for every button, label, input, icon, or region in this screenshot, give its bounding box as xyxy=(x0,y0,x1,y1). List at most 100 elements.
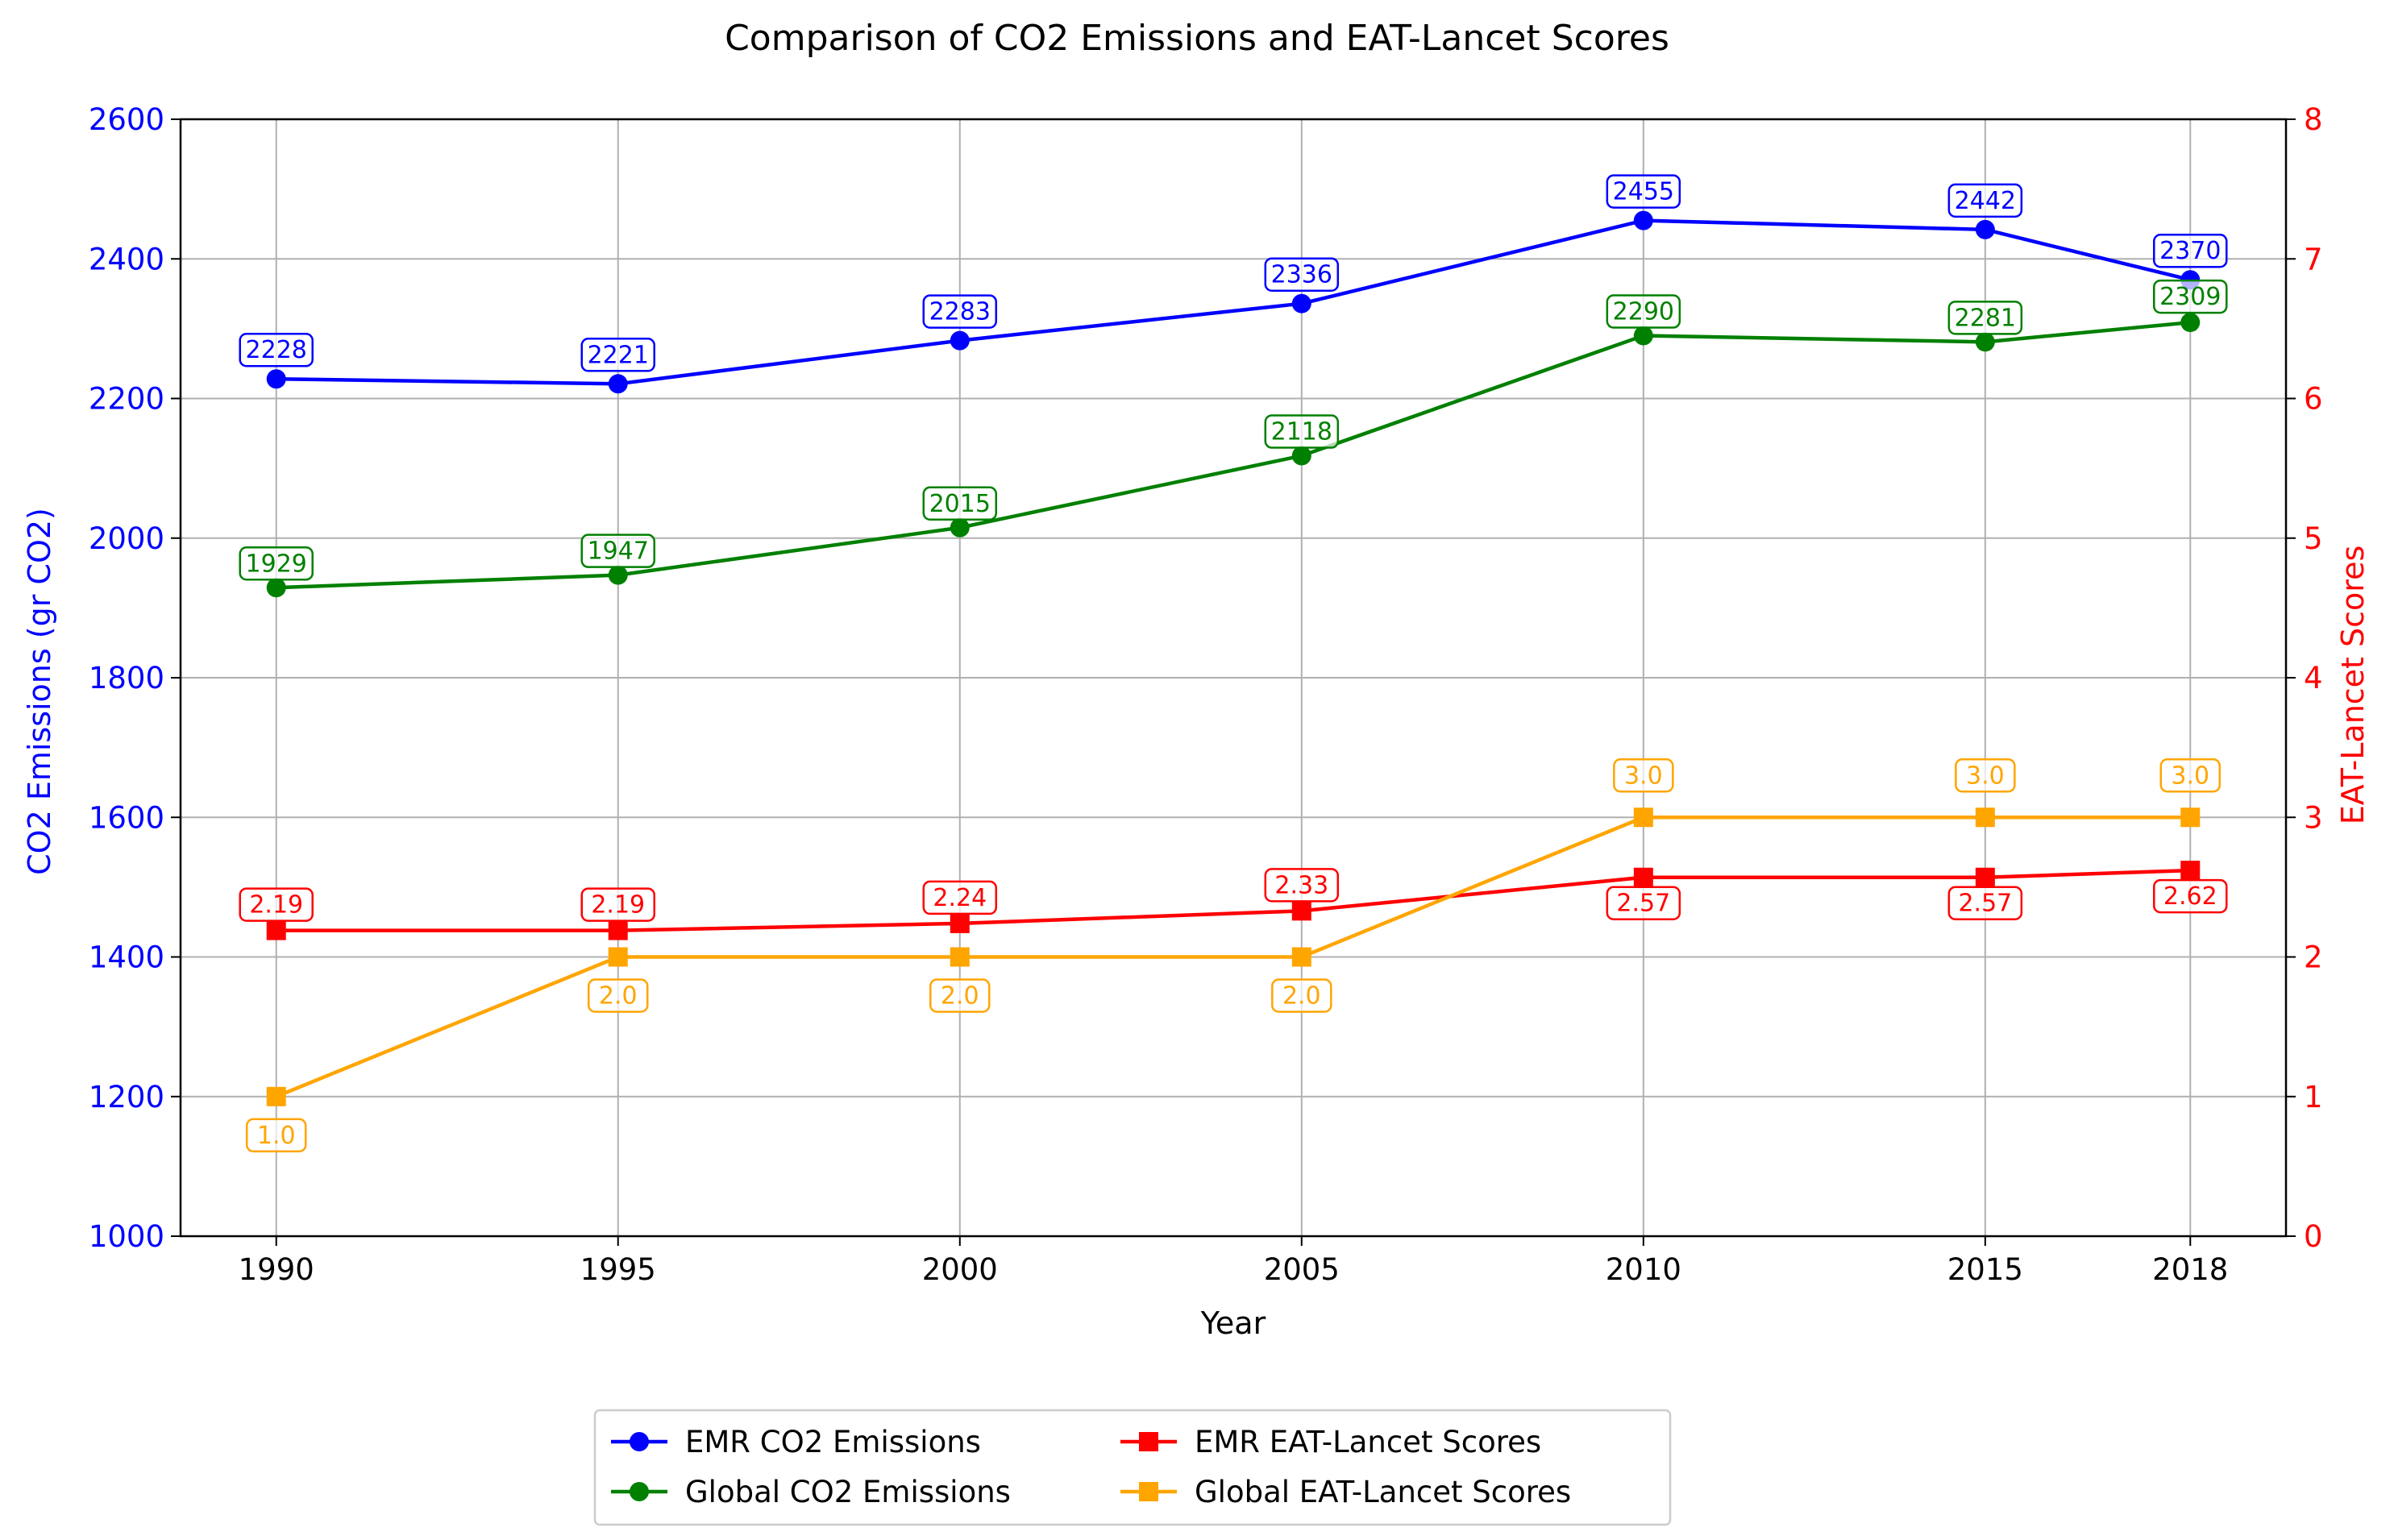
data-label-text: 2309 xyxy=(2159,283,2221,311)
data-label-box xyxy=(1606,886,1681,920)
data-label-box xyxy=(588,978,649,1013)
y-tick-label-right: 4 xyxy=(2304,661,2323,695)
data-point xyxy=(608,565,628,585)
data-label-text: 3.0 xyxy=(1624,762,1663,790)
y-tick-label-right: 7 xyxy=(2304,242,2323,276)
legend-frame xyxy=(593,1409,1672,1526)
data-label: 2.24 xyxy=(922,880,998,915)
data-point xyxy=(2180,313,2201,333)
chart-title: Comparison of CO2 Emissions and EAT-Lanc… xyxy=(725,18,1669,59)
legend-item: EMR EAT-Lancet Scores xyxy=(1120,1425,1541,1459)
y-tick-label-left: 1600 xyxy=(89,800,164,835)
data-label-box xyxy=(580,533,656,568)
data-label: 2.62 xyxy=(2153,878,2228,914)
y-tick-label-left: 1400 xyxy=(89,940,164,975)
data-label-text: 3.0 xyxy=(2171,762,2209,790)
data-label-box xyxy=(1955,758,2016,793)
y-tick-label-right: 2 xyxy=(2304,940,2323,975)
data-label-box xyxy=(245,1118,307,1152)
data-label-text: 2.0 xyxy=(941,982,979,1011)
data-label-box xyxy=(580,338,656,372)
y-tick-label-left: 2200 xyxy=(89,382,164,417)
data-point xyxy=(608,920,628,940)
legend-marker xyxy=(1139,1432,1158,1451)
data-label-box xyxy=(1947,886,2023,920)
series-layer xyxy=(266,210,2201,1106)
legend-item: EMR CO2 Emissions xyxy=(611,1425,981,1459)
data-label-box xyxy=(1264,257,1340,292)
y-tick-label-left: 2400 xyxy=(89,242,164,276)
data-point xyxy=(950,913,970,933)
data-label-text: 2015 xyxy=(929,490,991,518)
y-axis-title-right: EAT-Lancet Scores xyxy=(2335,546,2371,825)
data-point xyxy=(266,1086,286,1106)
data-label: 2.57 xyxy=(1606,886,1681,920)
data-label-box xyxy=(929,978,991,1013)
data-point xyxy=(2180,861,2201,881)
data-label: 2.0 xyxy=(1271,978,1332,1013)
data-label-box xyxy=(922,294,998,329)
data-label: 2.0 xyxy=(929,978,991,1013)
data-label-box xyxy=(1264,414,1340,449)
data-label: 2.0 xyxy=(588,978,649,1013)
data-label: 1929 xyxy=(239,546,314,581)
data-label-box xyxy=(239,887,314,922)
legend-item: Global CO2 Emissions xyxy=(611,1475,1011,1509)
data-label: 2281 xyxy=(1947,301,2023,335)
data-label-text: 2118 xyxy=(1271,418,1332,446)
data-label-text: 2455 xyxy=(1613,178,1674,206)
data-label-text: 1929 xyxy=(246,550,307,578)
data-point xyxy=(266,920,286,940)
data-label-box xyxy=(922,486,998,521)
data-label-text: 3.0 xyxy=(1966,762,2005,790)
legend-marker xyxy=(630,1482,649,1501)
x-tick-label: 1995 xyxy=(580,1252,656,1287)
data-label-box xyxy=(922,880,998,915)
data-label: 3.0 xyxy=(1955,758,2016,793)
x-tick-label: 2010 xyxy=(1606,1252,1681,1287)
data-label: 2118 xyxy=(1264,414,1340,449)
data-label-text: 2.62 xyxy=(2163,882,2217,911)
data-point xyxy=(1291,446,1311,466)
data-point xyxy=(1633,210,1653,230)
data-point xyxy=(1291,947,1311,967)
data-point xyxy=(266,578,286,598)
data-point xyxy=(1975,332,1995,352)
data-label-text: 1.0 xyxy=(257,1122,296,1150)
data-label-text: 2370 xyxy=(2159,237,2221,265)
legend-label: Global EAT-Lancet Scores xyxy=(1195,1475,1571,1509)
axes: 1990 1995 2000 2005 2010 2015 2018100012001400… xyxy=(89,102,2323,1287)
data-label: 2283 xyxy=(922,294,998,329)
x-tick-label: 2015 xyxy=(1947,1252,2023,1287)
data-label-box xyxy=(2153,878,2228,914)
x-tick-label: 1990 xyxy=(239,1252,314,1287)
data-label-box xyxy=(580,887,656,922)
data-label-box xyxy=(239,546,314,581)
data-label: 2370 xyxy=(2153,233,2228,268)
data-point xyxy=(1975,219,1995,239)
data-label-box xyxy=(1606,174,1681,209)
data-point xyxy=(1975,867,1995,887)
legend: EMR CO2 Emissions Global CO2 Emissions EMR… xyxy=(593,1409,1672,1526)
legend-marker xyxy=(1139,1482,1158,1501)
data-label-box xyxy=(1606,294,1681,329)
data-label: 2015 xyxy=(922,486,998,521)
data-label: 1.0 xyxy=(245,1118,307,1152)
y-tick-label-right: 6 xyxy=(2304,382,2323,417)
data-label-text: 2.57 xyxy=(1958,890,2012,918)
legend-item: Global EAT-Lancet Scores xyxy=(1120,1475,1571,1509)
data-label-box xyxy=(239,332,314,367)
y-tick-label-left: 1800 xyxy=(89,661,164,695)
legend-label: EMR EAT-Lancet Scores xyxy=(1195,1425,1541,1459)
data-label: 1947 xyxy=(580,533,656,568)
data-label: 2.19 xyxy=(239,887,314,922)
data-labels: 2228 2221 2283 2336 2455 2442 2370 1929 1947 2015… xyxy=(239,174,2228,1152)
y-tick-label-right: 8 xyxy=(2304,102,2323,137)
data-point xyxy=(950,330,970,351)
data-label: 2336 xyxy=(1264,257,1340,292)
data-label-text: 2290 xyxy=(1613,298,1674,326)
data-point xyxy=(1633,326,1653,346)
data-label-box xyxy=(2153,279,2228,314)
data-label: 2.33 xyxy=(1264,868,1340,903)
